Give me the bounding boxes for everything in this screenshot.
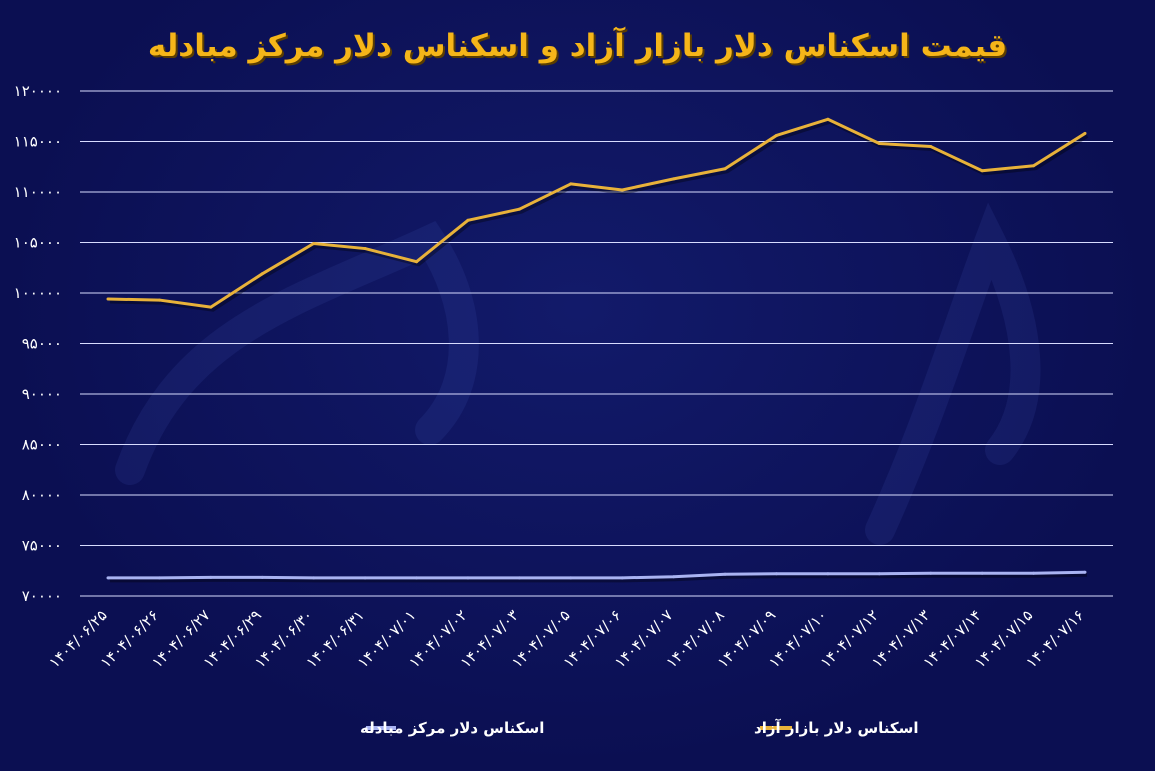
x-axis: ۱۴۰۴/۰۶/۲۵۱۴۰۴/۰۶/۲۶۱۴۰۴/۰۶/۲۷۱۴۰۴/۰۶/۲۹… (45, 606, 1087, 671)
data-point (1083, 570, 1087, 574)
y-tick-label: ۱۱۵۰۰۰ (14, 133, 62, 151)
data-point (106, 297, 110, 301)
data-point (826, 117, 830, 121)
data-point (774, 133, 778, 137)
y-tick-label: ۱۰۵۰۰۰ (14, 234, 62, 252)
data-point (466, 218, 470, 222)
data-point (312, 576, 316, 580)
watermark-logo (115, 202, 1041, 545)
data-point (106, 576, 110, 580)
data-point (1083, 131, 1087, 135)
y-tick-label: ۷۵۰۰۰ (22, 537, 62, 555)
data-point (157, 576, 161, 580)
grid (80, 90, 1113, 597)
data-point (363, 247, 367, 251)
y-axis: ۱۲۰۰۰۰ ۱۱۵۰۰۰ ۱۱۰۰۰۰ ۱۰۵۰۰۰ ۱۰۰۰۰۰ ۹۵۰۰۰ ۹۰۰۰۰… (14, 82, 62, 605)
series-line-2 (108, 570, 1086, 580)
data-point (415, 576, 419, 580)
data-point (672, 177, 676, 181)
data-point (620, 576, 624, 580)
data-point (774, 572, 778, 576)
legend: اسکناس دلار بازار آزاد اسکناس دلار مرکز م… (360, 719, 919, 737)
data-point (980, 169, 984, 173)
data-point (569, 576, 573, 580)
y-tick-label: ۹۰۰۰۰ (22, 385, 62, 403)
y-tick-label: ۸۵۰۰۰ (22, 436, 62, 454)
series-lines (106, 117, 1089, 583)
data-point (723, 167, 727, 171)
data-point (620, 188, 624, 192)
data-point (877, 572, 881, 576)
data-point (1032, 571, 1036, 575)
data-point (415, 260, 419, 264)
data-point (517, 576, 521, 580)
chart-title: قیمت اسکناس دلار بازار آزاد و اسکناس دلا… (147, 28, 1008, 64)
y-tick-label: ۱۱۰۰۰۰ (14, 183, 62, 201)
legend-label: اسکناس دلار مرکز مبادله (360, 719, 544, 737)
data-point (209, 305, 213, 309)
data-point (1032, 164, 1036, 168)
data-point (157, 298, 161, 302)
legend-label: اسکناس دلار بازار آزاد (754, 719, 919, 737)
y-tick-label: ۱۰۰۰۰۰ (14, 284, 62, 302)
data-point (877, 142, 881, 146)
y-tick-label: ۹۵۰۰۰ (22, 335, 62, 353)
data-point (209, 575, 213, 579)
y-tick-label: ۸۰۰۰۰ (22, 486, 62, 504)
data-point (363, 576, 367, 580)
data-point (466, 576, 470, 580)
series-line-shadow (110, 571, 1088, 583)
data-point (929, 145, 933, 149)
data-point (517, 207, 521, 211)
data-point (723, 572, 727, 576)
data-point (260, 575, 264, 579)
data-point (260, 272, 264, 276)
data-point (312, 242, 316, 246)
y-tick-label: ۱۲۰۰۰۰ (14, 82, 62, 100)
data-point (929, 571, 933, 575)
data-point (980, 571, 984, 575)
y-tick-label: ۷۰۰۰۰ (22, 587, 62, 605)
data-point (672, 575, 676, 579)
data-point (569, 182, 573, 186)
series-line-shadow (109, 118, 1089, 312)
series-line-1 (107, 117, 1086, 309)
data-point (826, 572, 830, 576)
